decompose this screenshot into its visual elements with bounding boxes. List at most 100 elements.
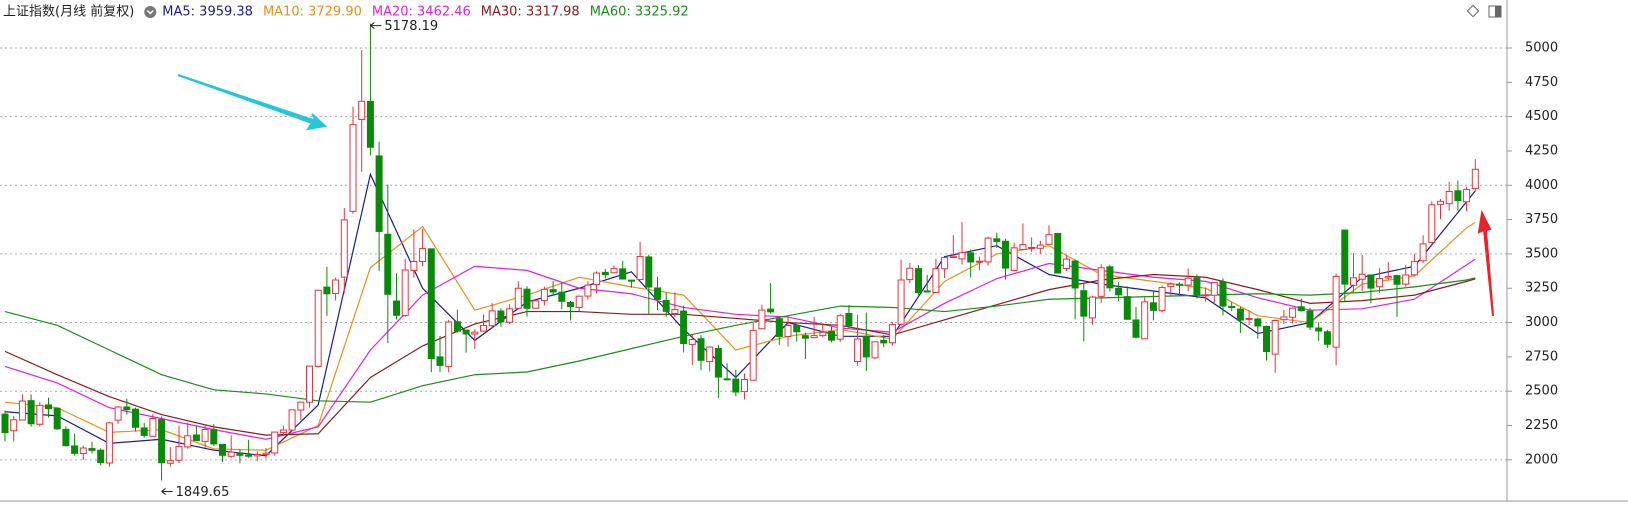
y-tick-label: 4000 [1525, 178, 1558, 193]
y-tick-label: 2250 [1525, 418, 1558, 433]
candle-body [984, 237, 992, 263]
candle-body [1350, 277, 1357, 286]
candle-body [1019, 244, 1027, 251]
candle-body [97, 449, 105, 464]
candle-body [993, 238, 1001, 242]
candle-body [540, 288, 548, 302]
candle-body [801, 335, 809, 339]
legend-entry: MA10: 3729.90 [263, 5, 362, 20]
candle-body [975, 260, 983, 263]
candle-body [62, 428, 70, 447]
candle-body [793, 325, 801, 333]
candle-body [1071, 260, 1079, 289]
candle-body [149, 418, 157, 437]
candle-body [923, 290, 931, 293]
candle-body [775, 318, 783, 337]
candle-body [1, 413, 9, 434]
candle-body [497, 310, 505, 323]
candle-body [619, 268, 627, 280]
candle-body [227, 451, 235, 457]
candle-body [1463, 189, 1471, 203]
y-tick-label: 5000 [1525, 41, 1558, 56]
ma-line [4, 221, 1476, 451]
diamond-icon[interactable] [1466, 4, 1480, 18]
candle-body [845, 313, 853, 327]
candle-body [1289, 307, 1297, 318]
candle-body [1315, 327, 1323, 332]
candle-body [1054, 232, 1062, 274]
y-tick-label: 2750 [1525, 349, 1558, 364]
candle-body [1193, 277, 1201, 295]
candle-body [558, 291, 566, 302]
candle-body [714, 348, 722, 378]
candle-body [36, 404, 44, 425]
candle-body [401, 269, 409, 316]
candle-body [105, 422, 113, 464]
y-tick-label: 4500 [1525, 109, 1558, 124]
candle-body [932, 268, 940, 294]
candle-body [10, 419, 18, 432]
candle-body [1141, 301, 1149, 340]
candle-body [1437, 200, 1444, 205]
candle-body [158, 419, 166, 464]
y-tick-label: 3500 [1525, 246, 1558, 261]
candle-body [27, 400, 35, 425]
max-marker [370, 22, 382, 29]
candle-body [758, 309, 766, 330]
candle-body [53, 407, 61, 430]
candle-body [1045, 234, 1053, 245]
candle-body [706, 346, 714, 363]
candle-body [1393, 275, 1401, 285]
candle-body [366, 100, 374, 148]
candle-body [1384, 275, 1392, 279]
candle-body [1158, 287, 1166, 312]
candle-body [471, 331, 479, 335]
candle-body [862, 335, 870, 358]
candle-body [1132, 319, 1140, 338]
candle-body [671, 309, 679, 315]
candle-body [645, 256, 653, 288]
candle-body [1263, 325, 1270, 353]
candle-body [79, 447, 87, 455]
candle-body [358, 100, 366, 120]
candle-body [967, 252, 975, 263]
candle-body [723, 378, 731, 381]
candle-body [1228, 305, 1236, 308]
min-label: 1849.65 [176, 485, 230, 500]
candle-body [1297, 306, 1305, 312]
candle-body [1471, 168, 1479, 190]
info-icon-arrow [146, 9, 154, 15]
candle-body [1271, 320, 1279, 355]
candle-body [1358, 273, 1366, 280]
candle-body [949, 255, 957, 259]
info-icon[interactable] [144, 6, 157, 18]
candle-body [1306, 310, 1314, 328]
candle-body [1445, 190, 1453, 205]
candle-body [697, 338, 705, 361]
candle-body [88, 448, 96, 451]
candle-body [297, 401, 305, 411]
y-tick-label: 4750 [1525, 75, 1558, 90]
candle-body [532, 300, 540, 309]
candle-body [1219, 281, 1227, 307]
candle-body [627, 279, 635, 282]
toolbar-icons [1466, 4, 1502, 18]
candle-body [915, 268, 922, 294]
candle-body [506, 308, 514, 323]
legend-entry: MA5: 3959.38 [162, 5, 253, 20]
candle-body [1419, 243, 1427, 262]
candle-body [1106, 266, 1114, 289]
candle-body [906, 267, 914, 281]
candle-body [1428, 204, 1436, 243]
candle-body [184, 435, 192, 448]
candle-body [262, 452, 270, 456]
candle-body [1123, 296, 1131, 320]
y-tick-label: 2000 [1525, 452, 1558, 467]
candle-body [1332, 275, 1340, 348]
candle-body [323, 286, 331, 295]
candle-body [514, 287, 522, 309]
y-tick-label: 3250 [1525, 281, 1558, 296]
candle-body [123, 406, 131, 411]
